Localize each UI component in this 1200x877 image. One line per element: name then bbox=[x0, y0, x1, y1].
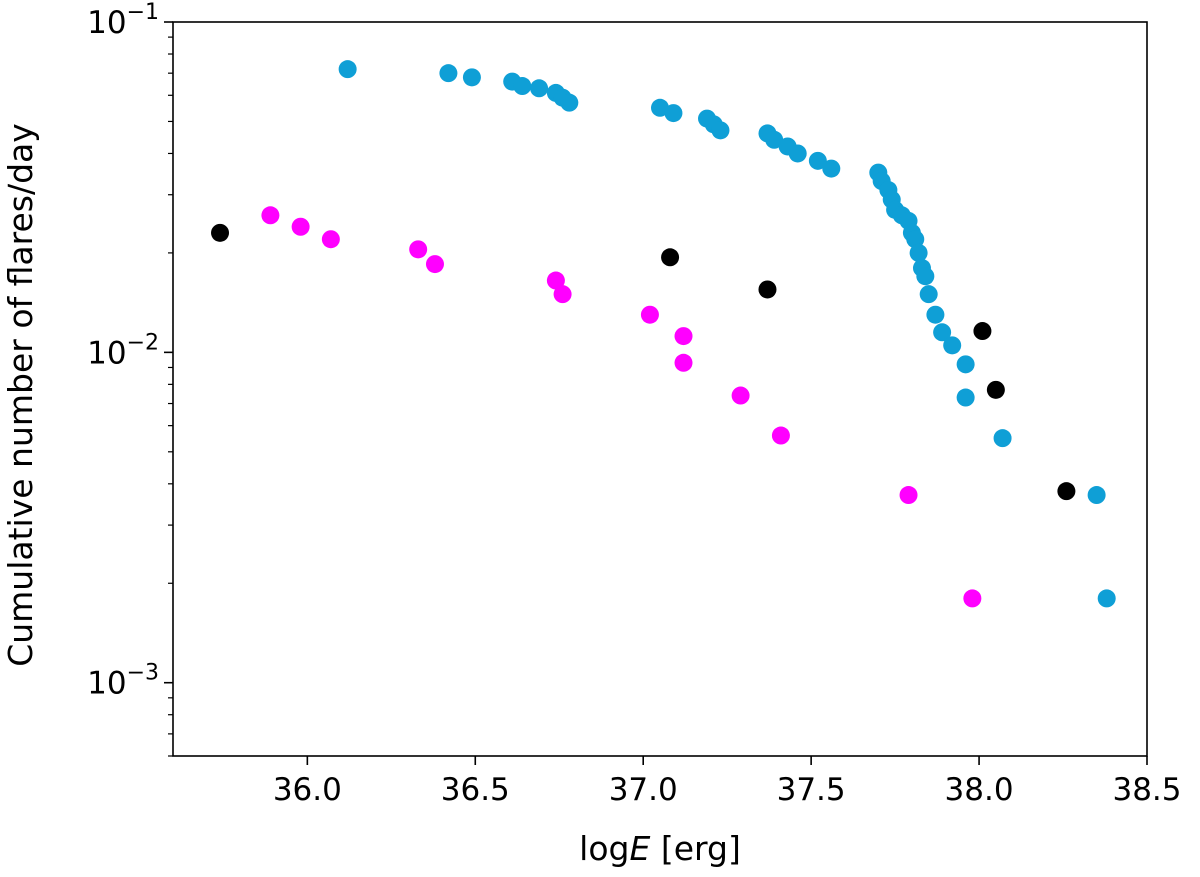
y-tick-label: 10−1 bbox=[87, 0, 159, 41]
point-blue-34 bbox=[933, 323, 952, 342]
point-blue-29 bbox=[909, 243, 928, 262]
point-blue-38 bbox=[993, 429, 1012, 448]
point-blue-33 bbox=[926, 305, 945, 324]
point-magenta-5 bbox=[546, 271, 565, 290]
x-tick-label: 36.5 bbox=[441, 772, 510, 808]
x-axis-ticks: 36.0 36.5 37.0 37.5 38.0 38.5 bbox=[273, 756, 1182, 808]
point-magenta-13 bbox=[963, 589, 982, 608]
point-magenta-1 bbox=[291, 217, 310, 236]
point-blue-13 bbox=[711, 121, 730, 140]
x-tick-label: 38.5 bbox=[1112, 772, 1181, 808]
point-black-4 bbox=[986, 380, 1005, 399]
point-blue-28 bbox=[906, 230, 925, 249]
point-magenta-2 bbox=[321, 230, 340, 249]
plot-area-frame bbox=[172, 21, 1148, 757]
point-blue-18 bbox=[808, 151, 827, 170]
point-blue-5 bbox=[530, 79, 549, 98]
y-axis-label: Cumulative number of flares/day bbox=[1, 123, 40, 667]
point-black-2 bbox=[758, 280, 777, 299]
point-blue-37 bbox=[956, 388, 975, 407]
point-blue-36 bbox=[956, 355, 975, 374]
x-tick-label: 36.0 bbox=[273, 772, 342, 808]
point-magenta-8 bbox=[674, 327, 693, 346]
point-blue-31 bbox=[916, 267, 935, 286]
x-axis-label: logE [erg] bbox=[579, 829, 741, 868]
point-blue-10 bbox=[664, 104, 683, 123]
point-blue-1 bbox=[439, 64, 458, 83]
point-blue-2 bbox=[462, 68, 481, 87]
point-blue-39 bbox=[1087, 486, 1106, 505]
point-magenta-7 bbox=[640, 305, 659, 324]
point-blue-19 bbox=[822, 159, 841, 178]
point-magenta-10 bbox=[731, 386, 750, 405]
series-blue bbox=[338, 60, 1116, 608]
y-tick-label: 10−2 bbox=[87, 330, 159, 371]
series-magenta bbox=[261, 206, 982, 608]
x-tick-label: 37.5 bbox=[777, 772, 846, 808]
point-magenta-4 bbox=[425, 255, 444, 274]
point-black-3 bbox=[973, 322, 992, 341]
point-magenta-6 bbox=[553, 285, 572, 304]
point-magenta-12 bbox=[899, 486, 918, 505]
point-magenta-0 bbox=[261, 206, 280, 225]
point-blue-8 bbox=[560, 93, 579, 112]
point-magenta-3 bbox=[409, 240, 428, 259]
data-points bbox=[211, 60, 1116, 608]
x-tick-label: 38.0 bbox=[945, 772, 1014, 808]
point-magenta-11 bbox=[771, 426, 790, 445]
point-black-5 bbox=[1057, 482, 1076, 501]
point-blue-0 bbox=[338, 60, 357, 79]
y-axis-ticks: 10−3 10−2 10−1 bbox=[87, 0, 173, 757]
y-tick-label: 10−3 bbox=[87, 661, 159, 702]
point-blue-32 bbox=[919, 285, 938, 304]
point-blue-15 bbox=[765, 130, 784, 149]
point-blue-40 bbox=[1097, 589, 1116, 608]
series-black bbox=[211, 223, 1076, 501]
point-black-1 bbox=[661, 248, 680, 267]
point-blue-35 bbox=[943, 336, 962, 355]
point-black-0 bbox=[211, 223, 230, 242]
x-tick-label: 37.0 bbox=[609, 772, 678, 808]
point-magenta-9 bbox=[674, 353, 693, 372]
point-blue-4 bbox=[513, 77, 532, 96]
point-blue-17 bbox=[788, 144, 807, 163]
